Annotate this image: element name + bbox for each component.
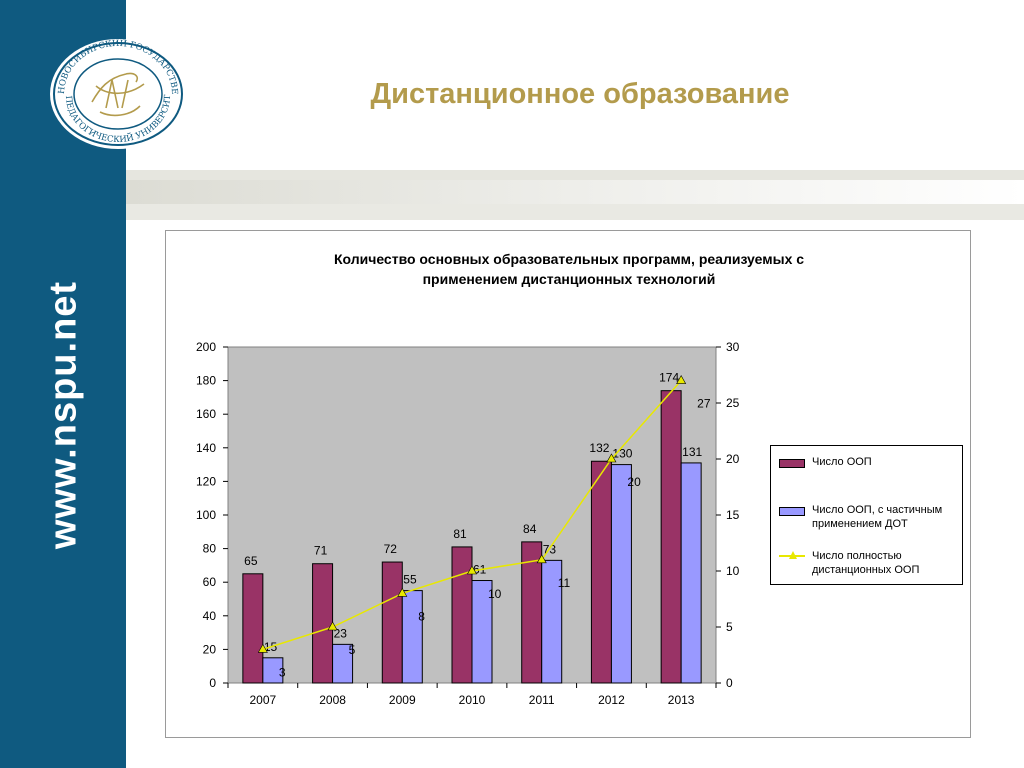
- y-right-tick-label: 15: [726, 508, 740, 522]
- data-label-primary: 81: [453, 527, 467, 541]
- data-label-line: 3: [279, 665, 286, 679]
- y-left-tick-label: 200: [196, 340, 216, 354]
- legend-label-line: Число полностью дистанционных ООП: [812, 550, 920, 576]
- data-label-primary: 84: [523, 522, 537, 536]
- legend-item-line: Число полностью дистанционных ООП: [779, 549, 952, 577]
- chart-title-line-2: применением дистанционных технологий: [422, 271, 716, 287]
- university-logo: НОВОСИБИРСКИЙ ГОСУДАРСТВЕННЫЙ ПЕДАГОГИЧЕ…: [48, 38, 186, 149]
- x-tick-label: 2010: [459, 693, 486, 707]
- y-right-tick-label: 5: [726, 620, 733, 634]
- chart-legend: Число ООП Число ООП, с частичным примене…: [770, 445, 963, 585]
- sidebar: НОВОСИБИРСКИЙ ГОСУДАРСТВЕННЫЙ ПЕДАГОГИЧЕ…: [0, 0, 186, 768]
- data-label-secondary: 131: [682, 445, 702, 459]
- bar-secondary: [471, 580, 493, 684]
- line-series-marker: [257, 643, 268, 653]
- bar-primary: [590, 460, 612, 684]
- legend-item-primary: Число ООП: [779, 455, 952, 469]
- legend-label-secondary: Число ООП, с частичным применением ДОТ: [812, 504, 943, 530]
- y-left-tick-label: 0: [209, 676, 216, 690]
- bar-secondary: [401, 590, 423, 684]
- data-label-primary: 65: [244, 554, 258, 568]
- logo-monogram-icon: [91, 72, 145, 117]
- bar-primary: [312, 563, 334, 684]
- y-left-tick-label: 120: [196, 474, 216, 488]
- y-left-tick-label: 40: [203, 609, 217, 623]
- bar-secondary: [541, 559, 563, 684]
- data-label-secondary: 55: [403, 573, 417, 587]
- bar-primary: [660, 390, 682, 684]
- x-tick-label: 2008: [319, 693, 346, 707]
- legend-item-secondary: Число ООП, с частичным применением ДОТ: [779, 503, 952, 531]
- legend-line-icon: [779, 549, 805, 562]
- data-label-primary: 174: [659, 371, 679, 385]
- x-tick-label: 2011: [529, 693, 555, 707]
- chart-frame: Количество основных образовательных прог…: [165, 230, 971, 738]
- data-label-secondary: 130: [612, 447, 632, 461]
- data-label-line: 27: [697, 397, 711, 411]
- x-tick-label: 2012: [598, 693, 625, 707]
- legend-label-primary: Число ООП: [812, 456, 872, 468]
- bar-secondary: [262, 657, 284, 684]
- y-right-tick-label: 25: [726, 396, 740, 410]
- chart-title-line-1: Количество основных образовательных прог…: [333, 251, 805, 267]
- line-series-marker: [676, 374, 687, 384]
- data-label-line: 10: [488, 587, 502, 601]
- y-right-tick-label: 10: [726, 564, 740, 578]
- data-label-line: 11: [558, 576, 571, 590]
- y-left-tick-label: 20: [203, 642, 217, 656]
- line-series-marker: [397, 587, 408, 597]
- bar-primary: [451, 546, 473, 684]
- data-label-primary: 71: [314, 544, 328, 558]
- data-label-line: 5: [349, 643, 356, 657]
- site-url-vertical: www.nspu.net: [42, 280, 85, 550]
- bar-primary: [242, 573, 264, 684]
- x-tick-label: 2007: [250, 693, 277, 707]
- bar-secondary: [680, 462, 702, 684]
- y-left-tick-label: 140: [196, 441, 216, 455]
- legend-swatch-secondary: [779, 507, 805, 516]
- y-right-tick-label: 30: [726, 340, 740, 354]
- y-left-tick-label: 180: [196, 374, 216, 388]
- line-series-marker: [327, 621, 338, 631]
- y-left-tick-label: 160: [196, 407, 216, 421]
- y-left-tick-label: 60: [203, 575, 217, 589]
- bar-primary: [381, 561, 403, 684]
- line-series-marker: [536, 554, 547, 564]
- bar-secondary: [332, 643, 354, 684]
- bar-secondary: [610, 464, 632, 684]
- line-series-marker: [606, 453, 617, 463]
- y-right-tick-label: 0: [726, 676, 733, 690]
- legend-swatch-primary: [779, 459, 805, 468]
- line-series-marker: [466, 565, 478, 575]
- chart-svg: 0 20 40 60 80 100 120 140 160 180 200 0 5 10 15 20 25 30 2…: [196, 340, 740, 707]
- slide-title: Дистанционное образование: [370, 78, 790, 110]
- y-left-tick-label: 80: [203, 542, 217, 556]
- x-tick-label: 2013: [668, 693, 695, 707]
- data-label-line: 20: [627, 475, 641, 489]
- data-label-line: 8: [418, 609, 425, 623]
- y-left-tick-label: 100: [196, 508, 216, 522]
- decorative-band: [126, 170, 1024, 220]
- x-tick-label: 2009: [389, 693, 416, 707]
- y-right-tick-label: 20: [726, 452, 740, 466]
- data-label-primary: 132: [589, 441, 609, 455]
- data-label-primary: 72: [384, 542, 398, 556]
